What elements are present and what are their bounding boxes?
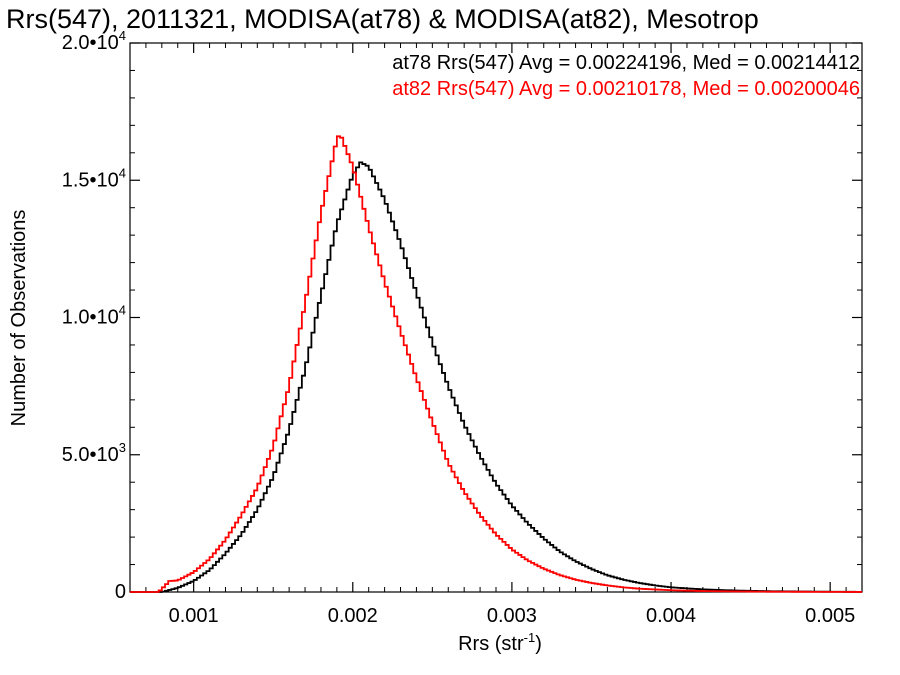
legend-annotation-at78: at78 Rrs(547) Avg = 0.00224196, Med = 0.… [392,52,860,74]
chart-title: Rrs(547), 2011321, MODISA(at78) & MODISA… [6,4,759,34]
x-tick-label: 0.002 [328,605,378,627]
x-tick-label: 0.005 [805,605,855,627]
y-tick-label: 1.0•104 [62,303,126,329]
series-at78-line [130,161,862,593]
x-axis-label: Rrs (str-1) [458,630,542,655]
y-axis-label: Number of Observations [8,210,30,427]
y-tick-label: 1.5•104 [62,165,126,191]
y-axis-ticks: 0 5.0•103 1.0•104 1.5•104 2.0•104 [62,28,862,603]
x-axis-ticks: 0.001 0.002 0.003 0.004 0.005 [145,43,855,627]
x-tick-label: 0.003 [487,605,537,627]
legend-annotation-at82: at82 Rrs(547) Avg = 0.00210178, Med = 0.… [392,78,860,100]
y-tick-label: 2.0•104 [62,28,126,54]
plot-border [129,42,863,593]
series-at82-line [130,135,862,593]
series-layer [130,135,862,593]
plot-area [129,42,863,593]
y-tick-label: 0 [115,581,126,603]
y-tick-label: 5.0•103 [62,440,126,466]
legend-annotations: at78 Rrs(547) Avg = 0.00224196, Med = 0.… [392,52,860,100]
x-tick-label: 0.004 [646,605,696,627]
x-tick-label: 0.001 [169,605,219,627]
